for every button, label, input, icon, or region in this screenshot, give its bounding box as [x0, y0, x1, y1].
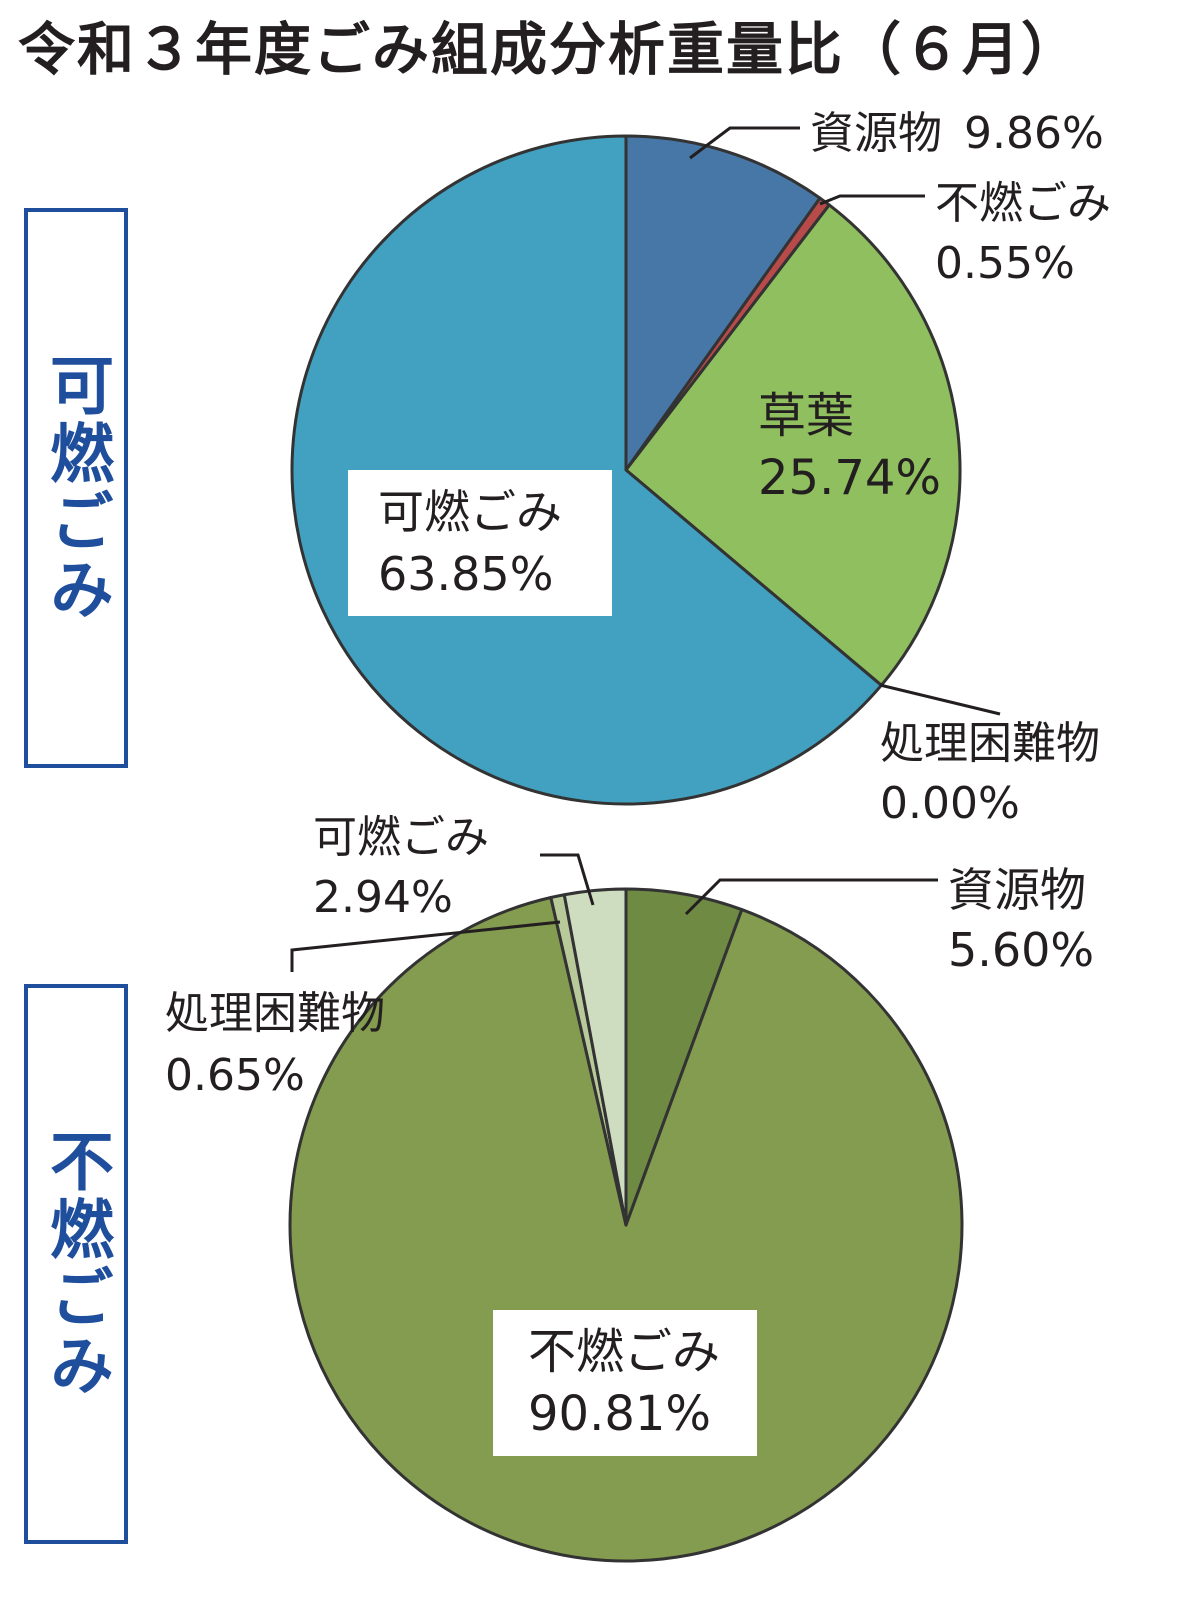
pie-0-label-2: 草葉: [758, 388, 854, 444]
pie-1-slice-3: [562, 887, 628, 1227]
pie-0-value-3: 0.00%: [880, 778, 1020, 829]
pie-1-leader-2: [290, 920, 561, 972]
pie-1-value-2: 0.65%: [165, 1050, 305, 1101]
group-label-box-noncombustible: 不燃ごみ: [24, 984, 128, 1544]
pie-1-label-3: 可燃ごみ: [313, 812, 489, 863]
pie-1-value-3: 2.94%: [313, 872, 453, 923]
pie-0-leader-1: [819, 194, 925, 206]
pie-0-leader-0: [689, 126, 800, 160]
pie-0-value-4: 63.85%: [378, 547, 553, 601]
chart-title: 令和３年度ごみ組成分析重量比（６月）: [18, 17, 1080, 83]
pie-0-slice-4: [290, 134, 883, 806]
pie-1-value-0: 5.60%: [948, 923, 1094, 977]
pie-0-label-1: 不燃ごみ: [935, 178, 1111, 229]
group-label-noncombustible: 不燃ごみ: [39, 1128, 113, 1400]
pie-0-value-2: 25.74%: [758, 450, 941, 506]
pie-1-value-1: 90.81%: [528, 1386, 711, 1442]
pie-0-label-0: 資源物 9.86%: [810, 108, 1104, 159]
pie-1-label-1: 不燃ごみ: [528, 1324, 720, 1380]
pie-1-leader-0: [684, 878, 938, 916]
pie-1-slice-1: [288, 896, 964, 1563]
pie-0-label-3: 処理困難物: [880, 718, 1100, 769]
group-label-combustible: 可燃ごみ: [39, 352, 113, 624]
pie-0-label-box-4: [348, 470, 612, 616]
pie-0-label-4: 可燃ごみ: [378, 485, 562, 539]
group-label-box-combustible: 可燃ごみ: [24, 208, 128, 768]
pie-0-slice-2: [624, 203, 962, 687]
pie-1-label-box-1: [493, 1310, 757, 1456]
pie-0-leader-3: [879, 683, 1001, 716]
pie-1-label-0: 資源物: [948, 863, 1086, 917]
pie-0-slice-0: [624, 134, 822, 472]
pie-0-value-1: 0.55%: [935, 238, 1075, 289]
pie-1-leader-3: [540, 853, 595, 906]
pie-1-label-2: 処理困難物: [165, 988, 385, 1039]
